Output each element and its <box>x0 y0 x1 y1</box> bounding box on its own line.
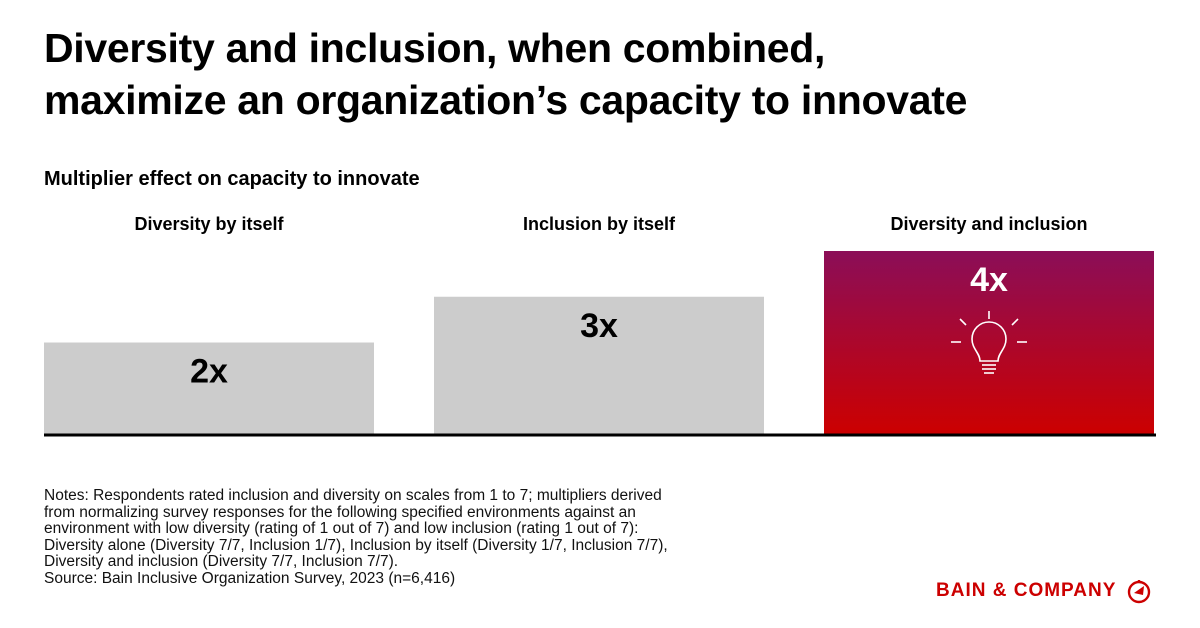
data-label-1: 2x <box>190 353 228 391</box>
source-line: Source: Bain Inclusive Organization Surv… <box>44 569 456 587</box>
notes-line: Diversity alone (Diversity 7/7, Inclusio… <box>44 536 668 554</box>
bar-1 <box>44 342 374 434</box>
chart-subtitle: Multiplier effect on capacity to innovat… <box>44 168 420 190</box>
data-label-3: 4x <box>970 261 1008 299</box>
data-label-2: 3x <box>580 307 618 345</box>
bar-2 <box>434 296 764 434</box>
title-line-2: maximize an organization’s capacity to i… <box>44 77 968 123</box>
bar-3 <box>824 251 1154 434</box>
category-label-inclusion: Inclusion by itself <box>522 214 676 234</box>
notes-line: Notes: Respondents rated inclusion and d… <box>44 487 662 504</box>
brand-logo: BAIN & COMPANY <box>936 578 1152 604</box>
notes-line: environment with low diversity (rating o… <box>44 520 639 537</box>
page-title: Diversity and inclusion, when combined, … <box>44 22 1174 126</box>
category-label-combined: Diversity and inclusion <box>890 214 1088 234</box>
lightbulb-icon <box>951 311 1027 374</box>
title-line-1: Diversity and inclusion, when combined, <box>44 25 826 71</box>
category-label-diversity: Diversity by itself <box>134 214 284 234</box>
notes-line: Diversity and inclusion (Diversity 7/7, … <box>44 553 399 570</box>
notes-line: from normalizing survey responses for th… <box>44 503 636 521</box>
bain-logo-icon <box>1128 580 1151 604</box>
notes-block: Notes: Respondents rated inclusion and d… <box>44 487 844 587</box>
brand-name: BAIN & COMPANY <box>936 580 1117 601</box>
